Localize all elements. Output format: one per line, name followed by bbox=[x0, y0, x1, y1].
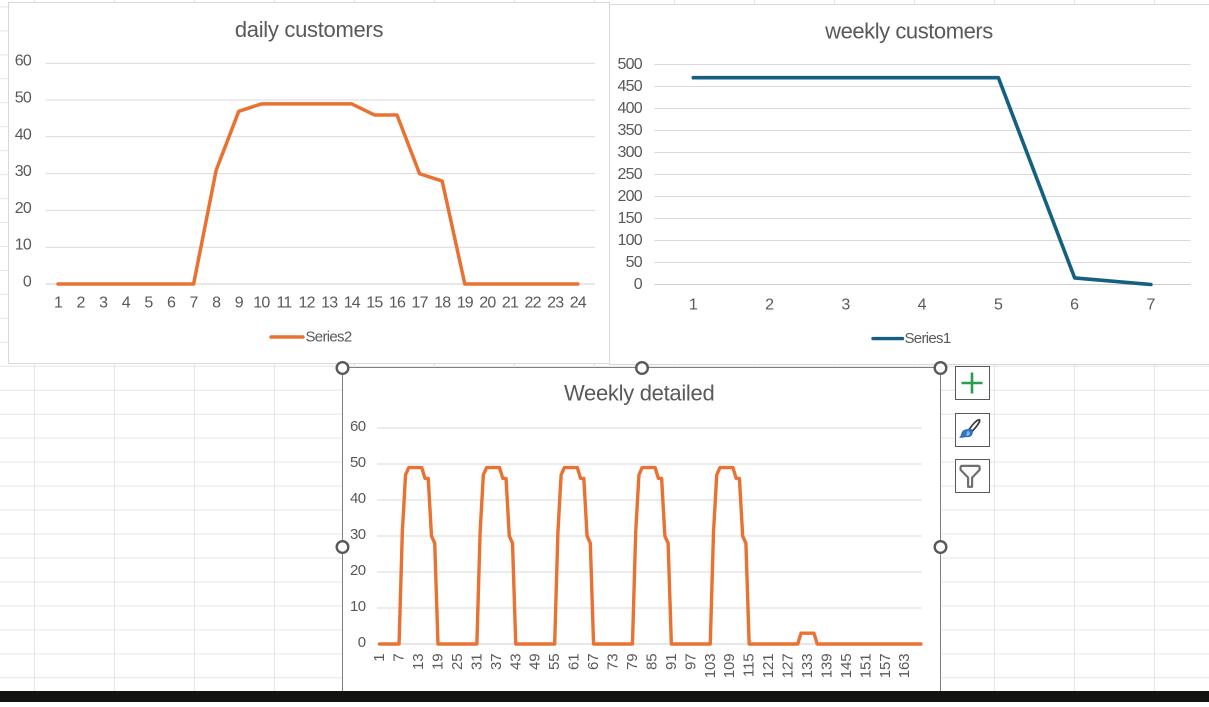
svg-text:3: 3 bbox=[99, 295, 108, 312]
svg-text:10: 10 bbox=[253, 295, 270, 312]
svg-text:200: 200 bbox=[618, 188, 643, 205]
svg-text:163: 163 bbox=[896, 654, 913, 679]
svg-text:40: 40 bbox=[15, 126, 32, 143]
svg-text:73: 73 bbox=[605, 654, 622, 671]
svg-text:30: 30 bbox=[350, 526, 366, 543]
svg-text:19: 19 bbox=[430, 654, 447, 671]
svg-text:Series2: Series2 bbox=[306, 329, 352, 346]
svg-text:19: 19 bbox=[457, 295, 474, 312]
svg-text:121: 121 bbox=[760, 654, 777, 679]
svg-text:450: 450 bbox=[618, 78, 643, 95]
svg-text:3: 3 bbox=[841, 297, 850, 314]
svg-text:30: 30 bbox=[15, 163, 32, 180]
svg-text:139: 139 bbox=[818, 654, 835, 679]
svg-text:150: 150 bbox=[618, 210, 643, 227]
svg-text:49: 49 bbox=[527, 654, 544, 671]
svg-text:2: 2 bbox=[765, 297, 774, 314]
svg-text:97: 97 bbox=[682, 654, 699, 671]
svg-text:40: 40 bbox=[350, 490, 366, 507]
svg-text:12: 12 bbox=[298, 295, 315, 312]
svg-text:127: 127 bbox=[780, 654, 797, 679]
svg-text:50: 50 bbox=[15, 90, 32, 107]
svg-text:1: 1 bbox=[689, 297, 698, 314]
svg-text:20: 20 bbox=[479, 295, 496, 312]
svg-text:300: 300 bbox=[618, 144, 643, 161]
svg-text:400: 400 bbox=[618, 100, 643, 117]
svg-text:1: 1 bbox=[54, 295, 63, 312]
svg-text:109: 109 bbox=[721, 654, 738, 679]
svg-text:4: 4 bbox=[918, 297, 927, 314]
svg-text:13: 13 bbox=[410, 654, 427, 671]
svg-text:0: 0 bbox=[23, 274, 32, 291]
svg-text:18: 18 bbox=[434, 295, 451, 312]
svg-text:24: 24 bbox=[570, 295, 587, 312]
svg-text:0: 0 bbox=[634, 276, 643, 293]
svg-text:16: 16 bbox=[389, 295, 406, 312]
svg-text:7: 7 bbox=[190, 295, 199, 312]
svg-text:25: 25 bbox=[449, 654, 466, 671]
svg-text:91: 91 bbox=[663, 654, 680, 671]
svg-text:6: 6 bbox=[1070, 297, 1079, 314]
svg-text:5: 5 bbox=[144, 295, 153, 312]
svg-text:60: 60 bbox=[350, 418, 366, 435]
svg-text:50: 50 bbox=[626, 254, 643, 271]
svg-text:6: 6 bbox=[167, 295, 176, 312]
svg-text:22: 22 bbox=[524, 295, 541, 312]
svg-text:151: 151 bbox=[857, 654, 874, 679]
svg-text:2: 2 bbox=[77, 295, 86, 312]
svg-text:31: 31 bbox=[468, 654, 485, 671]
svg-text:1: 1 bbox=[371, 654, 388, 662]
svg-text:157: 157 bbox=[877, 654, 894, 679]
svg-text:4: 4 bbox=[122, 295, 131, 312]
svg-text:350: 350 bbox=[618, 122, 643, 139]
svg-text:daily customers: daily customers bbox=[235, 17, 384, 42]
svg-text:23: 23 bbox=[547, 295, 564, 312]
svg-text:14: 14 bbox=[344, 295, 361, 312]
svg-text:weekly customers: weekly customers bbox=[824, 19, 993, 44]
svg-text:Weekly detailed: Weekly detailed bbox=[564, 381, 714, 406]
svg-text:7: 7 bbox=[1146, 297, 1155, 314]
svg-text:100: 100 bbox=[618, 232, 643, 249]
svg-text:10: 10 bbox=[350, 598, 366, 615]
svg-text:5: 5 bbox=[994, 297, 1003, 314]
svg-text:11: 11 bbox=[276, 295, 292, 312]
svg-text:13: 13 bbox=[321, 295, 338, 312]
svg-text:17: 17 bbox=[411, 295, 428, 312]
svg-text:8: 8 bbox=[212, 295, 221, 312]
svg-text:20: 20 bbox=[15, 200, 32, 217]
svg-text:500: 500 bbox=[618, 56, 643, 73]
svg-text:250: 250 bbox=[618, 166, 643, 183]
svg-text:67: 67 bbox=[585, 654, 602, 671]
svg-text:79: 79 bbox=[624, 654, 641, 671]
svg-text:50: 50 bbox=[350, 454, 366, 471]
svg-text:60: 60 bbox=[15, 53, 32, 70]
svg-text:115: 115 bbox=[741, 654, 758, 678]
svg-text:10: 10 bbox=[15, 237, 32, 254]
svg-text:61: 61 bbox=[566, 654, 583, 671]
svg-text:145: 145 bbox=[838, 654, 855, 679]
svg-text:85: 85 bbox=[643, 654, 660, 671]
svg-text:21: 21 bbox=[502, 295, 519, 312]
svg-text:7: 7 bbox=[391, 654, 408, 662]
svg-text:43: 43 bbox=[507, 654, 524, 671]
svg-text:15: 15 bbox=[366, 295, 383, 312]
svg-text:9: 9 bbox=[235, 295, 244, 312]
svg-text:103: 103 bbox=[702, 654, 719, 679]
svg-text:37: 37 bbox=[488, 654, 505, 671]
svg-text:133: 133 bbox=[799, 654, 816, 679]
svg-text:20: 20 bbox=[350, 562, 366, 579]
svg-text:Series1: Series1 bbox=[905, 330, 951, 347]
svg-text:55: 55 bbox=[546, 654, 563, 671]
svg-text:0: 0 bbox=[358, 634, 366, 651]
